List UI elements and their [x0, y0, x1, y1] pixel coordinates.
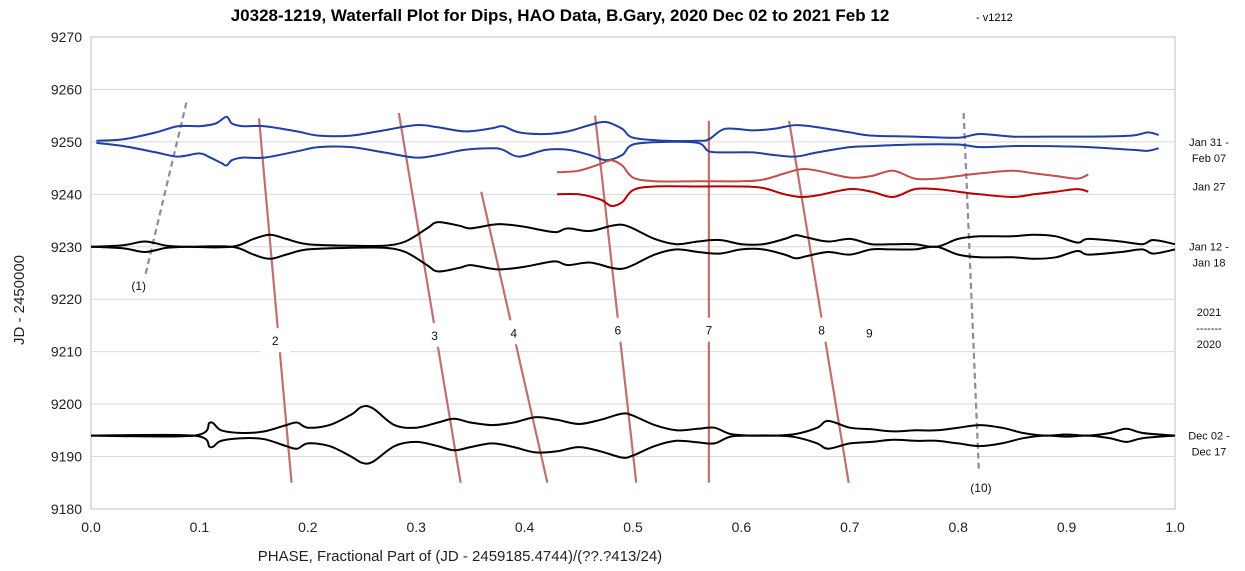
x-tick-label: 0.0 [81, 519, 101, 535]
y-axis-title: JD - 2450000 [11, 255, 28, 345]
x-tick-label: 0.2 [298, 519, 318, 535]
group-label: ------- [1196, 323, 1222, 335]
group-label: Feb 07 [1192, 153, 1226, 165]
dip-marker-label: 7 [706, 324, 713, 338]
dip-marker-line [593, 115, 638, 483]
envelope-lower-line [96, 140, 1159, 167]
dip-marker-label: 9 [866, 326, 873, 340]
y-tick-label: 9260 [51, 81, 82, 97]
x-tick-label: 0.1 [190, 519, 210, 535]
x-axis-title: PHASE, Fractional Part of (JD - 2459185.… [258, 548, 662, 565]
group-label: Jan 27 [1192, 181, 1225, 193]
dip-marker-label: (10) [970, 481, 991, 495]
dip-marker-label: 2 [272, 334, 279, 348]
x-tick-label: 1.0 [1165, 519, 1185, 535]
gridlines [91, 88, 1175, 458]
group-label: 2021 [1197, 307, 1221, 319]
x-tick-label: 0.4 [515, 519, 535, 535]
y-tick-label: 9190 [51, 449, 82, 465]
dip-marker-label: 3 [431, 329, 438, 343]
x-tick-label: 0.5 [623, 519, 643, 535]
marker-label-box [419, 322, 450, 347]
group-label: Dec 02 - [1188, 430, 1230, 442]
group-label: Jan 31 - [1189, 137, 1229, 149]
dip-marker-label: 4 [510, 326, 517, 340]
y-tick-label: 9220 [51, 291, 82, 307]
x-tick-label: 0.8 [948, 519, 968, 535]
marker-label-box [854, 320, 885, 345]
x-tick-label: 0.7 [840, 519, 860, 535]
x-tick-label: 0.9 [1057, 519, 1077, 535]
envelope-upper-line [96, 115, 1160, 143]
dip-marker-label: 6 [614, 324, 621, 338]
envelope-upper-line [557, 159, 1089, 183]
chart-subtitle: - v1212 [976, 12, 1013, 24]
y-tick-label: 9210 [51, 344, 82, 360]
y-tick-label: 9200 [51, 396, 82, 412]
dip-marker-line [257, 118, 293, 483]
y-tick-label: 9270 [51, 29, 82, 45]
dip-marker-line [788, 120, 850, 483]
envelope-lower-line [557, 185, 1089, 207]
marker-label-box [260, 328, 291, 353]
envelope-upper-line [90, 221, 1176, 249]
marker-label-box [693, 317, 724, 342]
marker-label-box [806, 317, 837, 342]
dip-marker-line [397, 112, 462, 483]
envelope-series [90, 115, 1176, 465]
y-tick-label: 9230 [51, 239, 82, 255]
x-tick-labels: 0.0 0.1 0.2 0.3 0.4 0.5 0.6 0.7 0.8 0.9 1.0 [81, 519, 1185, 535]
group-labels: Jan 31 - Feb 07 Jan 27 Jan 12 - Jan 18 2021 --… [1188, 137, 1230, 459]
marker-label-box [602, 317, 633, 342]
group-label: Jan 12 - [1189, 242, 1229, 254]
dip-marker-label: 8 [818, 324, 825, 338]
y-tick-labels: 9180 9190 9200 9210 9220 9230 9240 9250 9260 9270 [51, 29, 82, 517]
group-label: Dec 17 [1192, 446, 1227, 458]
dip-marker-label: (1) [131, 279, 146, 293]
group-label: Jan 18 [1192, 258, 1225, 270]
group-label: 2020 [1197, 339, 1221, 351]
x-tick-label: 0.6 [732, 519, 752, 535]
envelope-lower-line [90, 433, 1176, 465]
y-tick-label: 9240 [51, 186, 82, 202]
chart-title: J0328-1219, Waterfall Plot for Dips, HAO… [231, 6, 890, 25]
envelope-upper-line [90, 404, 1176, 438]
x-tick-label: 0.3 [406, 519, 426, 535]
dip-marker-labels: (1) 2 3 4 6 7 8 9 (10) [131, 279, 991, 495]
y-tick-label: 9250 [51, 134, 82, 150]
y-tick-label: 9180 [51, 501, 82, 517]
marker-label-box [498, 320, 529, 345]
envelope-lower-line [90, 245, 1176, 273]
